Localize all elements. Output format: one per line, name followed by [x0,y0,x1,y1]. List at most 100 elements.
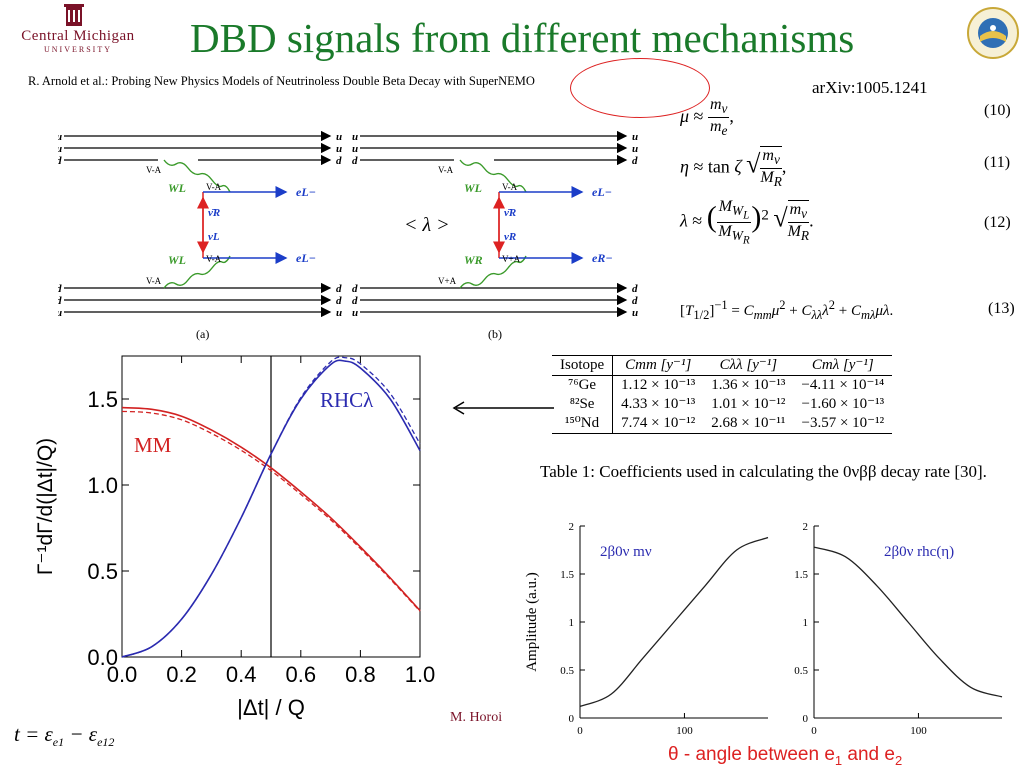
series-label-mm: MM [134,433,172,457]
svg-text:u: u [352,131,358,143]
y-tick-label: 0 [569,713,575,725]
svg-text:u: u [352,143,358,155]
equation-12-number: (12) [984,214,1011,231]
panel-title: 2β0ν mν [600,544,652,560]
svg-text:(a): (a) [196,327,209,341]
nsf-logo-icon [966,6,1020,60]
y-tick-label: 0.5 [794,665,808,677]
y-tick-label: 1.5 [560,569,574,581]
author-name: M. Horoi [450,710,503,725]
y-tick-label: 0.5 [87,559,118,584]
svg-text:WR: WR [464,253,483,267]
series-line-0 [121,406,421,612]
equation-12: λ ≈ ( MWL MWR )2 √ mν MR . [680,198,814,247]
y-tick-label: 1 [569,617,575,629]
x-tick-label: 0.2 [166,662,197,687]
svg-text:d: d [336,155,342,167]
x-tick-label: 0.4 [226,662,257,687]
svg-text:u: u [58,307,62,319]
svg-text:(b): (b) [488,327,502,341]
svg-text:u: u [58,143,62,155]
svg-text:d: d [352,283,358,295]
y-tick-label: 1.0 [87,473,118,498]
svg-text:WL: WL [168,253,186,267]
amplitude-curve-1 [813,546,1003,698]
cmu-seal-icon [64,4,84,26]
table-row: ⁷⁶Ge 1.12 × 10⁻¹³ 1.36 × 10⁻¹³ −4.11 × 1… [552,375,892,395]
table-header: Cmλ [y⁻¹] [793,355,893,376]
x-tick-label: 0 [811,725,817,737]
series-dashed-0 [121,410,421,612]
cmu-logo [0,2,156,62]
x-tick-label: 1.0 [405,662,436,687]
svg-text:d: d [352,155,358,167]
equation-10: μ ≈ mν me , [680,96,734,139]
svg-text:V+A: V+A [438,276,457,286]
equation-11: η ≈ tan ζ √ mν MR , [680,146,787,190]
svg-text:WL: WL [464,181,482,195]
svg-text:d: d [352,295,358,307]
table-row: ¹⁵⁰Nd 7.74 × 10⁻¹² 2.68 × 10⁻¹¹ −3.57 × … [552,414,893,434]
svg-text:d: d [58,155,62,167]
svg-text:d: d [58,283,62,295]
panel-title: 2β0ν rhc(η) [884,544,954,560]
cmu-subname: UNIVERSITY [44,45,112,54]
svg-text:V-A: V-A [146,276,162,286]
amplitude-curve-0 [579,536,769,708]
y-tick-label: 1.5 [87,387,118,412]
theta-caption: θ - angle between e1 and e2 [668,744,903,768]
coefficients-table: Isotope Cmm [y⁻¹] Cλλ [y⁻¹] Cmλ [y⁻¹] ⁷⁶… [552,355,893,434]
series-label-rhc: RHCλ [320,388,374,412]
equation-13-number: (13) [988,300,1015,317]
svg-text:V+A: V+A [502,254,521,264]
cmu-name: Central Michigan [21,28,135,44]
lambda-label: < λ > [404,214,450,236]
equation-11-number: (11) [984,154,1011,171]
svg-text:V-A: V-A [438,165,454,175]
highlight-ellipse [570,58,710,118]
svg-text:V-A: V-A [502,182,518,192]
svg-text:eL−: eL− [296,251,316,265]
svg-text:eL−: eL− [592,185,612,199]
angular-distribution-charts: 0 0.5 1 1.5 2 0 100 2β0ν mν Amplitude (a.u.) 0 0.5… [524,521,1003,737]
slide-title: DBD signals from different mechanisms [190,15,855,61]
svg-text:d: d [336,295,342,307]
x-tick-label: 100 [910,725,927,737]
table-row: ⁸²Se 4.33 × 10⁻¹³ 1.01 × 10⁻¹² −1.60 × 1… [552,395,892,414]
svg-text:νL: νL [208,231,220,243]
y-tick-label: 1 [803,617,809,629]
svg-text:u: u [58,131,62,143]
table-header: Isotope [552,355,614,376]
y-axis-label: Γ⁻¹dΓ/d(|Δt|/Q) [34,438,57,575]
t-formula: t = εe1 − εe12 [14,722,115,750]
x-axis-label: |Δt| / Q [237,695,305,720]
y-tick-label: 0.0 [87,645,118,670]
feynman-diagrams: u u d d d u u u d d d u V-A V-A V-A V-A … [58,130,638,341]
svg-text:V-A: V-A [206,182,222,192]
dt-distribution-chart: 0.0 0.2 0.4 0.6 0.8 1.0 0.0 0.5 1.0 1.5 MM RHCλ |Δt|… [34,355,436,720]
svg-text:u: u [632,143,638,155]
y-tick-label: 1.5 [794,569,808,581]
svg-text:ν̄R: ν̄R [504,207,516,219]
svg-text:u: u [632,307,638,319]
svg-text:d: d [632,283,638,295]
y-tick-label: 0 [803,713,809,725]
x-tick-label: 0 [577,725,583,737]
svg-text:u: u [336,143,342,155]
svg-text:V-A: V-A [146,165,162,175]
arxiv-reference: arXiv:1005.1241 [812,78,928,97]
svg-text:u: u [632,131,638,143]
svg-text:d: d [632,155,638,167]
equation-10-number: (10) [984,102,1011,119]
svg-text:νR: νR [504,231,516,243]
svg-text:d: d [632,295,638,307]
feynman-diagram-a: u u d d d u u u d d d u V-A V-A V-A V-A … [58,130,342,341]
feynman-diagram-b: u u d d d u u u d d d u V-A V+A V-A V+A … [352,130,638,341]
x-tick-label: 0.6 [286,662,317,687]
x-tick-label: 100 [676,725,693,737]
y-tick-label: 2 [803,521,809,533]
equation-13: [T1/2]−1 = Cmmμ2 + Cλλλ2 + Cmλμλ. [680,298,894,322]
svg-text:d: d [58,295,62,307]
svg-text:eR−: eR− [592,251,613,265]
svg-text:V-A: V-A [206,254,222,264]
